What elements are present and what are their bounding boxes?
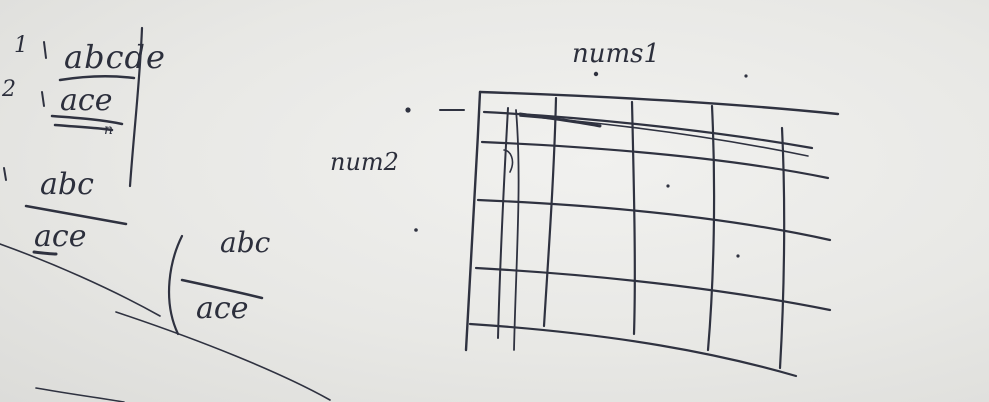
grid-bottom-line <box>468 322 798 378</box>
tick-mark <box>43 41 47 59</box>
word-ace: ace <box>60 83 112 118</box>
grid-column-line <box>706 104 716 352</box>
tick-mark <box>41 91 45 107</box>
row-number-2: 2 <box>1 77 16 102</box>
grid-top-edge <box>478 90 840 116</box>
dot <box>744 74 748 78</box>
grid-column-line <box>542 96 558 328</box>
string-notes: 1 2 abcde ace n abc ace abc ace <box>0 26 331 402</box>
dot <box>405 107 411 113</box>
stray-line <box>35 387 125 402</box>
grid-column-line <box>778 126 786 370</box>
divider-line <box>128 26 144 188</box>
grid-scribble <box>503 149 514 173</box>
stray-line <box>0 243 161 317</box>
dot <box>736 254 740 258</box>
fraction-line <box>180 278 264 300</box>
pair-left-top: abc <box>40 167 94 202</box>
grid-column-line <box>497 107 509 339</box>
grid-left-edge <box>464 90 482 352</box>
underline <box>53 123 114 132</box>
grid-side-label: num2 <box>330 148 399 176</box>
pair-right-top: abc <box>220 226 271 259</box>
word-abcde: abcde <box>64 38 166 76</box>
stray-line <box>115 311 331 401</box>
row-number-1: 1 <box>14 33 28 58</box>
fraction-line <box>24 204 128 226</box>
grid-column-line <box>513 109 520 351</box>
dot <box>666 184 670 188</box>
bracket <box>168 234 184 336</box>
underline <box>58 75 136 82</box>
grid-column-line <box>630 100 636 336</box>
underline <box>32 250 58 256</box>
dp-grid: nums1 num2 <box>330 39 840 378</box>
pair-left-bottom: ace <box>34 219 86 254</box>
grid-top-label: nums1 <box>572 39 660 69</box>
grid-row-line <box>519 115 809 157</box>
grid-row-line <box>518 112 602 128</box>
mark-n: n <box>104 122 113 138</box>
tick-mark <box>3 167 7 181</box>
grid-row-line <box>476 198 832 242</box>
dot <box>414 228 418 232</box>
pair-right-bottom: ace <box>196 291 248 326</box>
grid-row-line <box>474 266 832 312</box>
grid-row-line <box>480 140 830 180</box>
underline <box>50 114 124 126</box>
dot <box>593 71 599 77</box>
